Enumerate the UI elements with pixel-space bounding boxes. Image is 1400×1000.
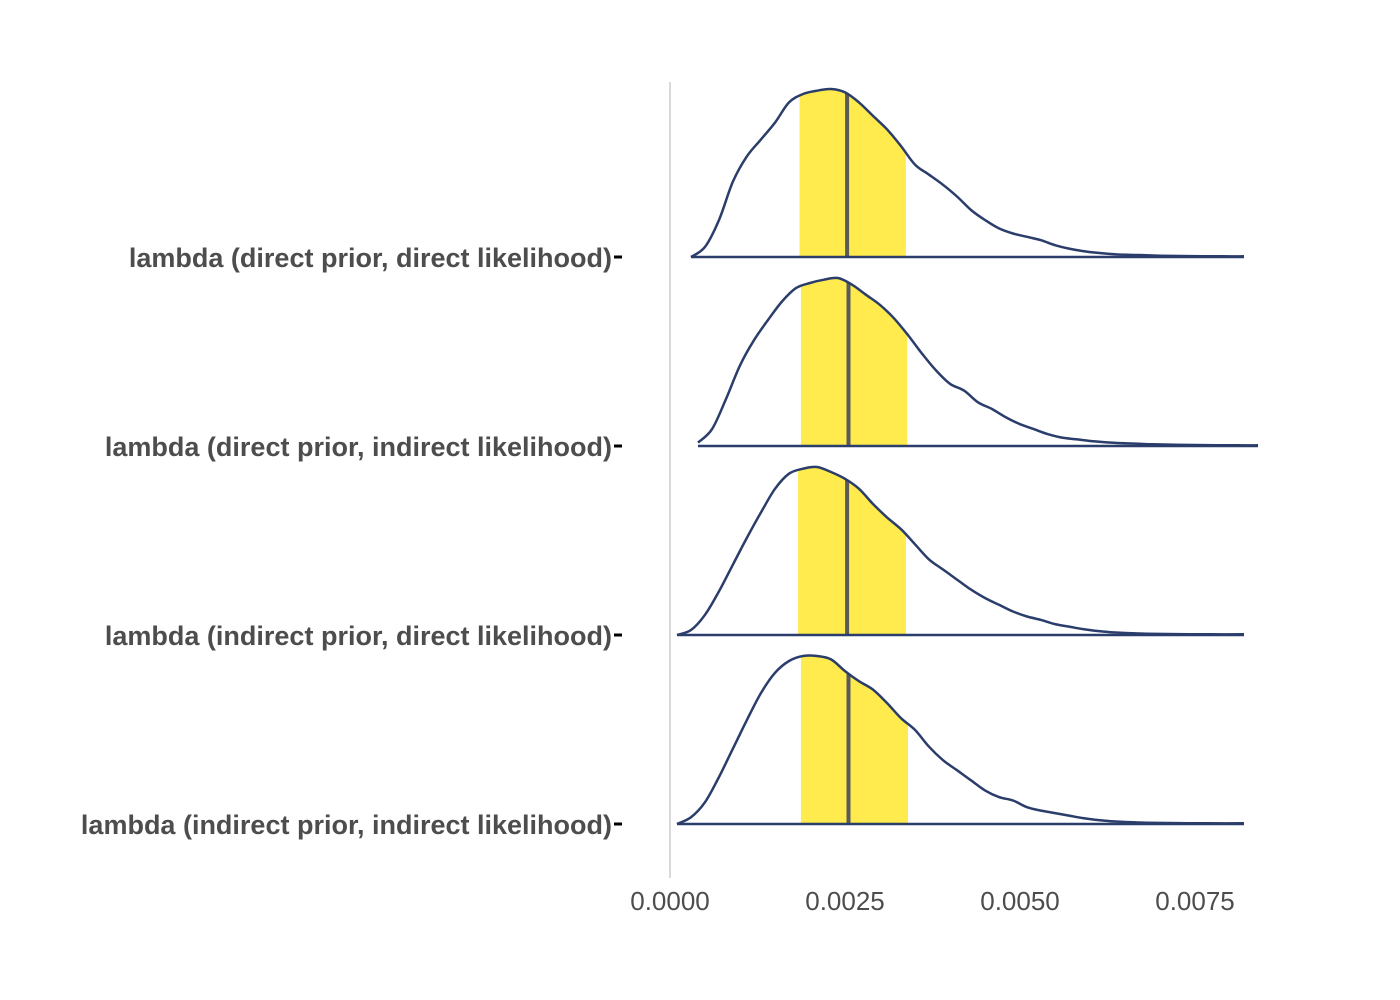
x-tick-label: 0.0050 [980,886,1060,916]
density-curve [676,654,1245,826]
ridge-4 [676,654,1245,826]
x-axis-labels: 0.0000 0.0025 0.0050 0.0075 [630,886,1235,916]
y-tick-label: lambda (indirect prior, direct likelihoo… [105,621,612,651]
density-curve [690,87,1245,259]
ridges-layer [676,87,1259,826]
y-axis-labels: lambda (direct prior, direct likelihood)… [81,243,622,840]
y-tick-label: lambda (indirect prior, indirect likelih… [81,810,612,840]
ridge-2 [697,276,1259,448]
ridge-3 [676,465,1245,637]
x-tick-label: 0.0025 [805,886,885,916]
density-curve [697,276,1259,447]
x-tick-label: 0.0000 [630,886,710,916]
y-tick-label: lambda (direct prior, direct likelihood) [129,243,612,273]
ridge-1 [690,87,1245,259]
y-tick-label: lambda (direct prior, indirect likelihoo… [105,432,612,462]
credible-interval-band [800,655,908,824]
x-tick-label: 0.0075 [1155,886,1235,916]
density-curve [676,465,1245,637]
credible-interval-band [798,466,906,635]
